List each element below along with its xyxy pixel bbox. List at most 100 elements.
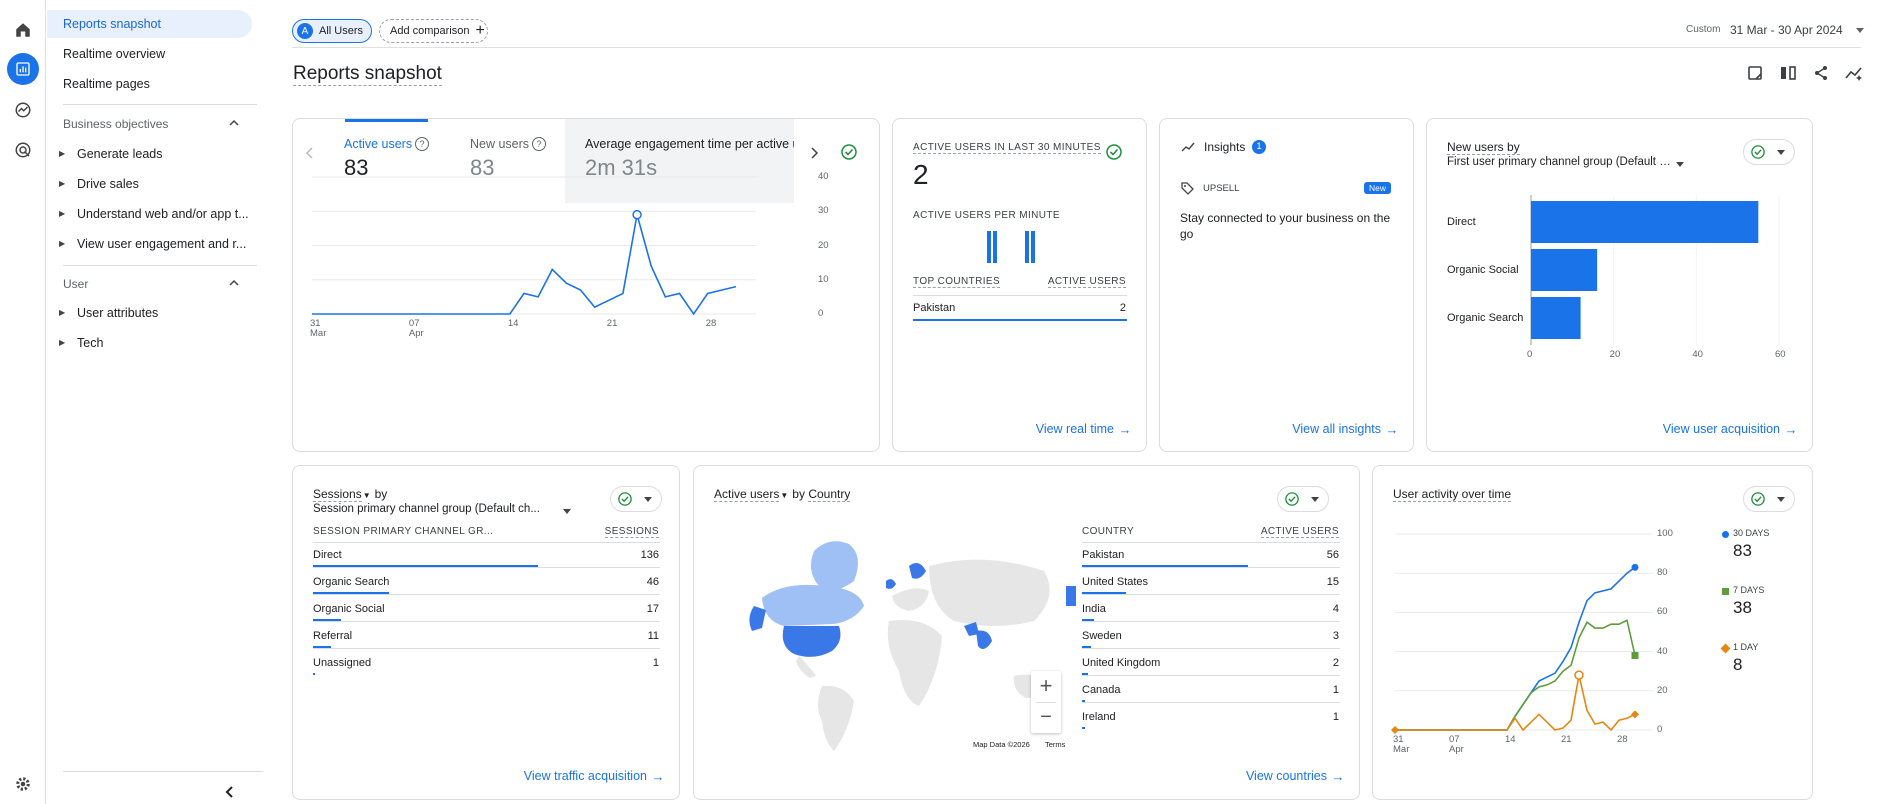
table-row-label[interactable]: Referral (313, 630, 353, 642)
arrow-right-icon[interactable]: → (1385, 421, 1399, 437)
table-row-label[interactable]: Unassigned (313, 657, 372, 669)
y-tick-label: 30 (818, 205, 829, 217)
new-users-title: New users by (1447, 140, 1520, 155)
view-real-time-link[interactable]: View real time (1035, 422, 1114, 436)
chevron-up-icon[interactable] (227, 116, 241, 130)
compare-filter-pill[interactable] (610, 486, 662, 512)
nav-section-business-objectives[interactable]: Business objectives (63, 117, 169, 131)
zoom-in-button[interactable]: + (1039, 673, 1053, 698)
advertising-icon[interactable] (7, 134, 39, 166)
map-greenland (810, 541, 858, 590)
table-row-label[interactable]: India (1082, 603, 1106, 615)
nav-item-realtime-pages[interactable]: Realtime pages (63, 77, 150, 91)
view-countries-link[interactable]: View countries (1245, 769, 1327, 783)
caret-down-icon[interactable]: ▼ (780, 491, 789, 500)
settings-gear-icon[interactable] (7, 768, 39, 800)
nav-item-reports-snapshot[interactable]: Reports snapshot (47, 10, 252, 38)
nav-item-tech[interactable]: ▶ Tech (47, 329, 252, 357)
help-icon[interactable]: ? (415, 137, 429, 151)
dropdown-icon[interactable] (1675, 161, 1685, 167)
table-row-label[interactable]: Pakistan (1082, 549, 1125, 561)
collapse-nav-chevron-icon[interactable] (222, 784, 238, 800)
row-value-bar (1082, 700, 1085, 702)
caret-right-icon: ▶ (59, 338, 66, 347)
insight-text[interactable]: Stay connected to your business on the g… (1180, 211, 1391, 241)
tab-engagement-value: 2m 31s (585, 155, 658, 180)
nav-section-user[interactable]: User (63, 277, 89, 291)
arrow-right-icon[interactable]: → (1118, 421, 1132, 437)
check-circle-icon[interactable] (1105, 143, 1123, 161)
view-all-insights-link[interactable]: View all insights (1292, 422, 1381, 436)
add-comparison-button[interactable]: Add comparison + (379, 19, 488, 43)
x-tick-label: 60 (1775, 349, 1786, 360)
dropdown-icon[interactable] (562, 508, 572, 514)
chevron-right-icon[interactable] (807, 145, 823, 161)
reports-icon[interactable] (7, 53, 39, 85)
insights-card: Insights 1 UPSELL New Stay connected to … (1159, 118, 1414, 452)
chevron-left-icon[interactable] (301, 145, 317, 161)
insights-sparkle-icon[interactable] (1844, 63, 1864, 83)
sessions-metric[interactable]: Sessions (313, 487, 362, 502)
date-dropdown-icon[interactable] (1855, 26, 1865, 34)
country-dimension[interactable]: Country (808, 487, 851, 502)
compare-icon[interactable] (1778, 63, 1798, 83)
help-icon[interactable]: ? (532, 137, 546, 151)
caret-right-icon: ▶ (59, 239, 66, 248)
reports-nav: Reports snapshot Realtime overview Realt… (47, 0, 263, 804)
sessions-dimension[interactable]: Session primary channel group (Default c… (313, 503, 540, 515)
table-row-label[interactable]: Canada (1082, 684, 1121, 696)
all-users-chip[interactable]: A All Users (292, 19, 372, 43)
compare-filter-pill[interactable] (1743, 486, 1795, 512)
tab-engagement[interactable]: Average engagement time per active us 2m… (565, 119, 794, 203)
col-channel-group: SESSION PRIMARY CHANNEL GR... (313, 526, 494, 537)
table-row-label[interactable]: Direct (313, 549, 342, 561)
col-top-countries: TOP COUNTRIES (913, 276, 1001, 288)
nav-item-realtime-overview[interactable]: Realtime overview (63, 47, 166, 61)
explore-icon[interactable] (7, 94, 39, 126)
nav-item-user-engagement[interactable]: ▶ View user engagement and r... (47, 230, 252, 258)
view-user-acquisition-link[interactable]: View user acquisition (1662, 422, 1780, 436)
table-row-label[interactable]: United Kingdom (1082, 657, 1161, 669)
series-line-active-users (312, 214, 737, 316)
nav-item-drive-sales[interactable]: ▶ Drive sales (47, 170, 252, 198)
caret-down-icon[interactable]: ▼ (362, 491, 371, 500)
series-start-point (1391, 726, 1399, 734)
compare-filter-pill[interactable] (1743, 139, 1795, 165)
date-range-picker[interactable]: 31 Mar - 30 Apr 2024 (1730, 23, 1843, 37)
row-divider (1082, 702, 1340, 703)
country-metric[interactable]: Active users (714, 487, 780, 502)
nav-item-understand-traffic[interactable]: ▶ Understand web and/or app t... (47, 200, 252, 228)
zoom-divider (1036, 702, 1056, 703)
check-circle-icon[interactable] (840, 143, 858, 161)
x-tick-day: 31 (1393, 734, 1404, 745)
add-comparison-label: Add comparison (390, 25, 470, 37)
header-divider (1082, 542, 1340, 543)
arrow-right-icon[interactable]: → (651, 768, 665, 784)
map-edge (1066, 586, 1076, 606)
arrow-right-icon[interactable]: → (1331, 768, 1345, 784)
tab-new-users-label[interactable]: New users (470, 137, 530, 151)
per-minute-bar (1031, 231, 1035, 263)
view-traffic-acquisition-link[interactable]: View traffic acquisition (523, 769, 647, 783)
home-icon[interactable] (7, 14, 39, 46)
legend-label: 7 DAYS (1733, 585, 1765, 595)
table-row-label[interactable]: Ireland (1082, 711, 1116, 723)
tab-active-users-label[interactable]: Active users (344, 137, 413, 151)
table-row-label[interactable]: United States (1082, 576, 1149, 588)
nav-item-generate-leads[interactable]: ▶ Generate leads (47, 140, 252, 168)
chevron-up-icon[interactable] (227, 276, 241, 290)
table-row-label[interactable]: Organic Social (313, 603, 385, 615)
arrow-right-icon[interactable]: → (1784, 421, 1798, 437)
map-terms-link[interactable]: Terms (1045, 740, 1066, 749)
compare-filter-pill[interactable] (1277, 486, 1329, 512)
customize-report-icon[interactable] (1745, 63, 1765, 83)
insights-count-badge: 1 (1252, 140, 1266, 154)
nav-item-user-attributes[interactable]: ▶ User attributes (47, 299, 252, 327)
row-value-bar (313, 592, 389, 594)
share-icon[interactable] (1811, 63, 1831, 83)
table-row-value: 46 (646, 576, 659, 588)
world-map[interactable] (714, 526, 1084, 766)
zoom-out-button[interactable]: − (1040, 706, 1052, 728)
table-row-label[interactable]: Organic Search (313, 576, 390, 588)
table-row-label[interactable]: Sweden (1082, 630, 1122, 642)
